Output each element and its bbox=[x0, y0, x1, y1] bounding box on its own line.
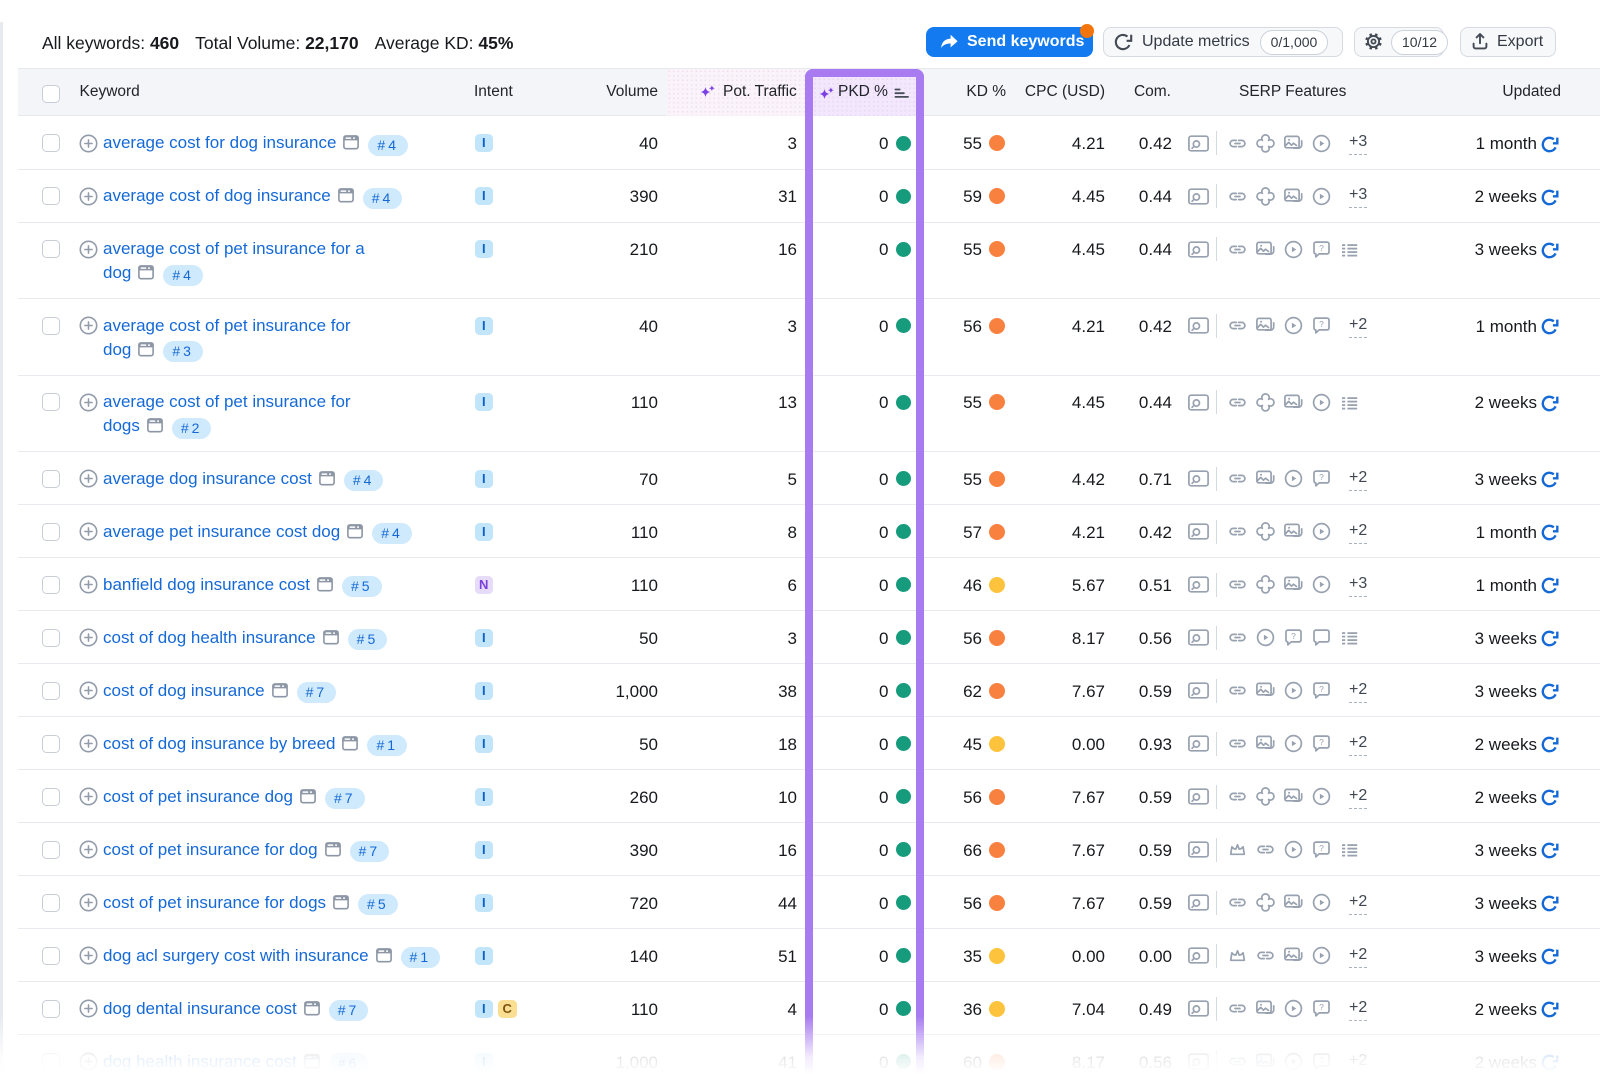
svg-text:?: ? bbox=[1319, 1055, 1324, 1065]
svg-text:?: ? bbox=[1319, 684, 1324, 694]
svg-text:?: ? bbox=[1319, 843, 1324, 853]
svg-text:?: ? bbox=[1319, 319, 1324, 329]
svg-text:?: ? bbox=[1319, 243, 1324, 253]
svg-text:?: ? bbox=[1291, 631, 1296, 641]
svg-text:?: ? bbox=[1319, 737, 1324, 747]
svg-text:?: ? bbox=[1319, 472, 1324, 482]
svg-text:?: ? bbox=[1319, 1002, 1324, 1012]
